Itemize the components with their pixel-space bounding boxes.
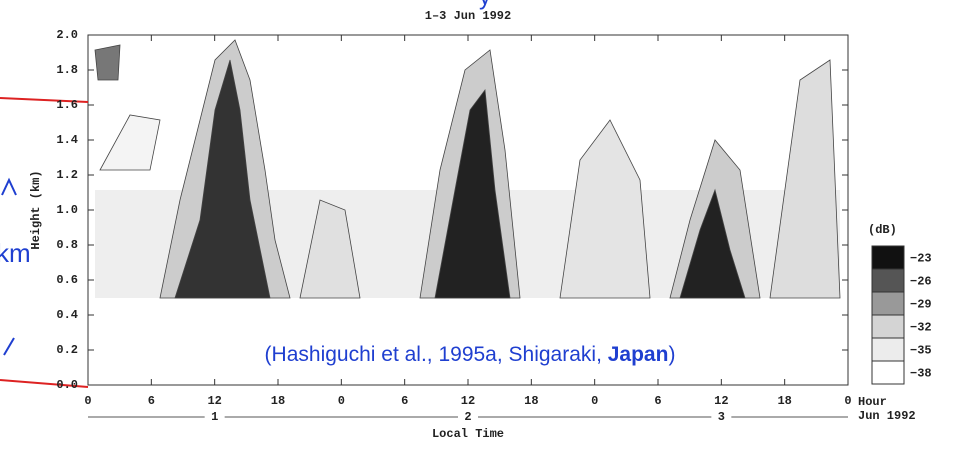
y-tick-label: 1.8	[56, 63, 78, 77]
y-tick-label: 0.8	[56, 238, 78, 252]
x-tick-label: 0	[591, 394, 598, 408]
x-tick-label: 18	[271, 394, 285, 408]
title: y	[479, 0, 491, 10]
x-label: Local Time	[432, 427, 504, 441]
day-label: 3	[718, 410, 725, 424]
legend-label: −32	[910, 321, 932, 335]
y-tick-label: 2.0	[56, 28, 78, 42]
slash	[3, 337, 15, 356]
annotation: (Hashiguchi et al., 1995a, Shigaraki, Ja…	[265, 343, 676, 366]
x-unit-label: Hour	[858, 395, 887, 409]
legend-swatch	[871, 291, 905, 316]
x-tick-label: 18	[777, 394, 791, 408]
annotation-text: )	[668, 343, 675, 366]
caret	[1, 177, 17, 196]
y-tick-label: 1.0	[56, 203, 78, 217]
x-tick-label: 12	[461, 394, 475, 408]
legend-swatch	[871, 337, 905, 362]
day-label-bg	[458, 410, 478, 424]
y-tick-label: 1.6	[56, 98, 78, 112]
legend-label: −38	[910, 367, 932, 381]
contour-field	[94, 39, 841, 299]
x-tick-label: 0	[338, 394, 345, 408]
side-label: km	[0, 238, 31, 268]
legend-swatch	[871, 245, 905, 270]
y-tick-label: 0.0	[56, 378, 78, 392]
x-tick-label: 0	[84, 394, 91, 408]
x-tick-label: 6	[401, 394, 408, 408]
legend-label: −29	[910, 298, 932, 312]
day-label-bg	[204, 410, 225, 424]
day-label-bg	[711, 410, 732, 424]
x-tick-label: 6	[654, 394, 661, 408]
x-tick-label: 12	[207, 394, 221, 408]
annotation-bold: Japan	[608, 343, 669, 366]
x-unit-sublabel: Jun 1992	[858, 409, 916, 423]
annotation-text: (Hashiguchi et al., 1995a, Shigaraki,	[265, 343, 608, 366]
red-line	[0, 379, 89, 388]
red-line	[0, 97, 89, 103]
legend-swatch	[871, 268, 905, 293]
legend-swatch	[871, 314, 905, 339]
x-tick-label: 0	[844, 394, 851, 408]
legend-swatch	[871, 360, 905, 385]
x-tick-label: 18	[524, 394, 538, 408]
y-tick-label: 0.2	[56, 343, 78, 357]
legend-label: −35	[910, 344, 932, 358]
day-label: 1	[211, 410, 218, 424]
y-tick-label: 0.4	[56, 308, 78, 322]
y-tick-label: 1.2	[56, 168, 78, 182]
x-tick-label: 12	[714, 394, 728, 408]
legend-label: −26	[910, 275, 932, 289]
y-tick-label: 0.6	[56, 273, 78, 287]
subtitle: 1–3 Jun 1992	[425, 9, 511, 23]
legend-title: (dB)	[868, 223, 897, 237]
legend-label: −23	[910, 252, 932, 266]
x-tick-label: 6	[148, 394, 155, 408]
day-label: 2	[464, 410, 471, 424]
y-label: Height (km)	[29, 170, 43, 249]
y-tick-label: 1.4	[56, 133, 78, 147]
